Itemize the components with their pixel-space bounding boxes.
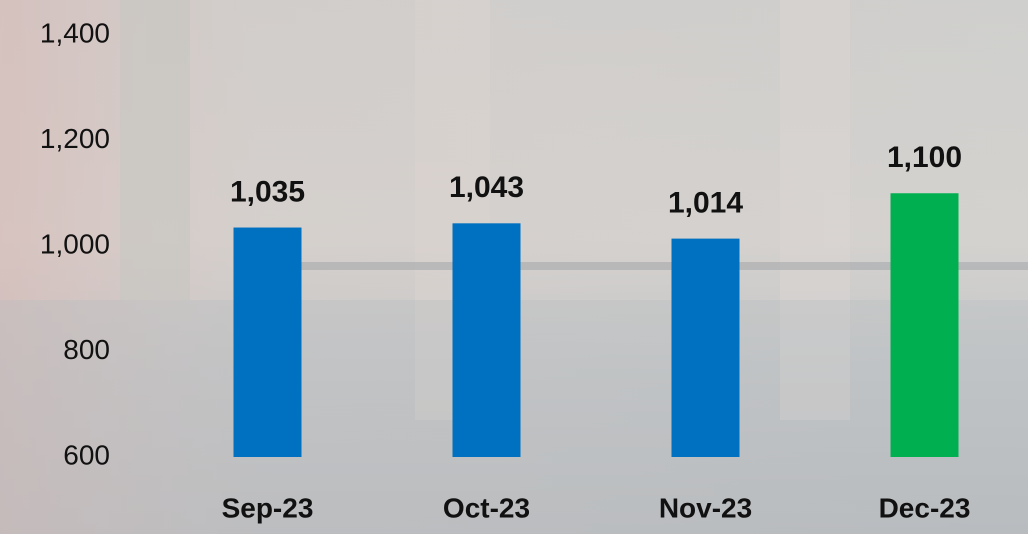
background-railing — [280, 262, 1028, 270]
x-tick-label: Oct-23 — [443, 492, 530, 523]
x-tick-label: Sep-23 — [222, 492, 314, 523]
y-tick-label: 600 — [63, 439, 110, 470]
background-window — [120, 0, 190, 300]
y-tick-label: 800 — [63, 334, 110, 365]
bar — [233, 227, 302, 457]
y-tick-label: 1,400 — [40, 17, 110, 48]
value-label: 1,014 — [668, 187, 743, 220]
bar — [671, 238, 740, 457]
value-label: 1,035 — [230, 175, 305, 208]
x-tick-label: Nov-23 — [659, 492, 752, 523]
bar — [890, 193, 959, 457]
value-label: 1,043 — [449, 171, 524, 204]
value-label: 1,100 — [887, 141, 962, 174]
bar — [452, 223, 521, 457]
background-pillar — [780, 0, 850, 420]
x-tick-label: Dec-23 — [879, 492, 971, 523]
y-tick-label: 1,000 — [40, 228, 110, 259]
y-tick-label: 1,200 — [40, 123, 110, 154]
